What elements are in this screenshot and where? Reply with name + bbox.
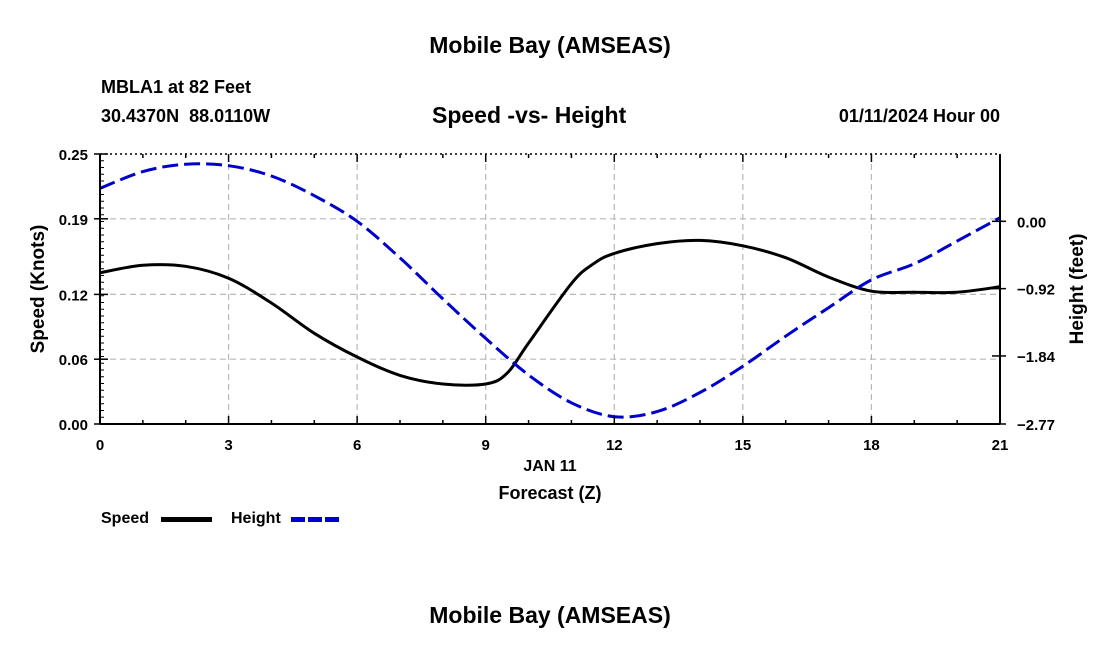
chart-subtitle: Speed -vs- Height [432,102,627,128]
x-tick-label: 0 [96,437,104,454]
y-tick-label: 0.00 [59,417,88,434]
legend-label-height: Height [231,510,281,527]
x-tick-label: 12 [606,437,623,454]
legend-swatch-height [291,517,342,522]
y-tick-label: 0.06 [59,352,88,369]
x-tick-label: 3 [224,437,232,454]
x-tick-label: 6 [353,437,361,454]
y2-axis-title: Height (feet) [1067,234,1088,345]
x-tick-label: 9 [482,437,490,454]
axis-labels: 0 3 6 9 12 15 18 21 0.00 0.06 0.12 0.19 0.25 −2.77 −1.… [28,147,1088,454]
x-tick-label: 21 [992,437,1009,454]
grid-lines [100,154,1000,424]
y-tick-label: 0.19 [59,212,88,229]
footer-title: Mobile Bay (AMSEAS) [429,602,671,628]
series-line-speed [99,238,1001,387]
legend-swatch-speed [161,517,212,522]
legend-label-speed: Speed [101,510,150,527]
x-tick-label: 18 [863,437,880,454]
y-tick-label: 0.12 [59,287,88,304]
y2-tick-label: −0.92 [1017,282,1055,299]
y-axis-title: Speed (Knots) [28,225,49,354]
station-coordinates: 30.4370N 88.0110W [101,106,271,126]
series-layer [99,162,1001,419]
forecast-datetime: 01/11/2024 Hour 00 [838,106,1000,126]
series-line-height [99,162,1001,419]
x-tick-label: 15 [735,437,752,454]
y2-tick-label: 0.00 [1017,214,1046,231]
chart-title: Mobile Bay (AMSEAS) [429,32,671,58]
y-tick-label: 0.25 [59,147,88,164]
station-label: MBLA1 at 82 Feet [101,77,252,97]
y2-tick-label: −2.77 [1017,417,1055,434]
axes [94,153,1006,425]
y2-tick-label: −1.84 [1017,349,1056,366]
x-axis-date-label: JAN 11 [523,458,577,475]
x-axis-title: Forecast (Z) [498,483,602,503]
